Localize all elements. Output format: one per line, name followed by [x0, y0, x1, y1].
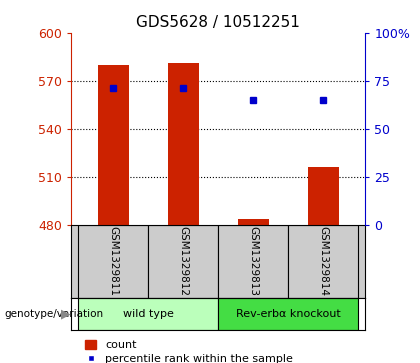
Bar — [168, 63, 199, 225]
Bar — [79, 225, 148, 298]
Text: genotype/variation: genotype/variation — [4, 309, 103, 319]
Text: ▶: ▶ — [61, 307, 71, 321]
Legend: count, percentile rank within the sample: count, percentile rank within the sample — [85, 339, 293, 363]
Bar — [238, 219, 269, 225]
Bar — [218, 225, 289, 298]
Bar — [79, 298, 218, 330]
Title: GDS5628 / 10512251: GDS5628 / 10512251 — [136, 15, 300, 30]
Text: wild type: wild type — [123, 309, 174, 319]
Bar — [218, 298, 358, 330]
Text: Rev-erbα knockout: Rev-erbα knockout — [236, 309, 341, 319]
Bar — [308, 167, 339, 225]
Bar — [289, 225, 358, 298]
Text: GSM1329813: GSM1329813 — [248, 227, 258, 296]
Bar — [148, 225, 218, 298]
Text: GSM1329812: GSM1329812 — [178, 227, 189, 296]
Text: GSM1329814: GSM1329814 — [318, 227, 328, 296]
Bar — [98, 65, 129, 225]
Text: GSM1329811: GSM1329811 — [108, 227, 118, 296]
